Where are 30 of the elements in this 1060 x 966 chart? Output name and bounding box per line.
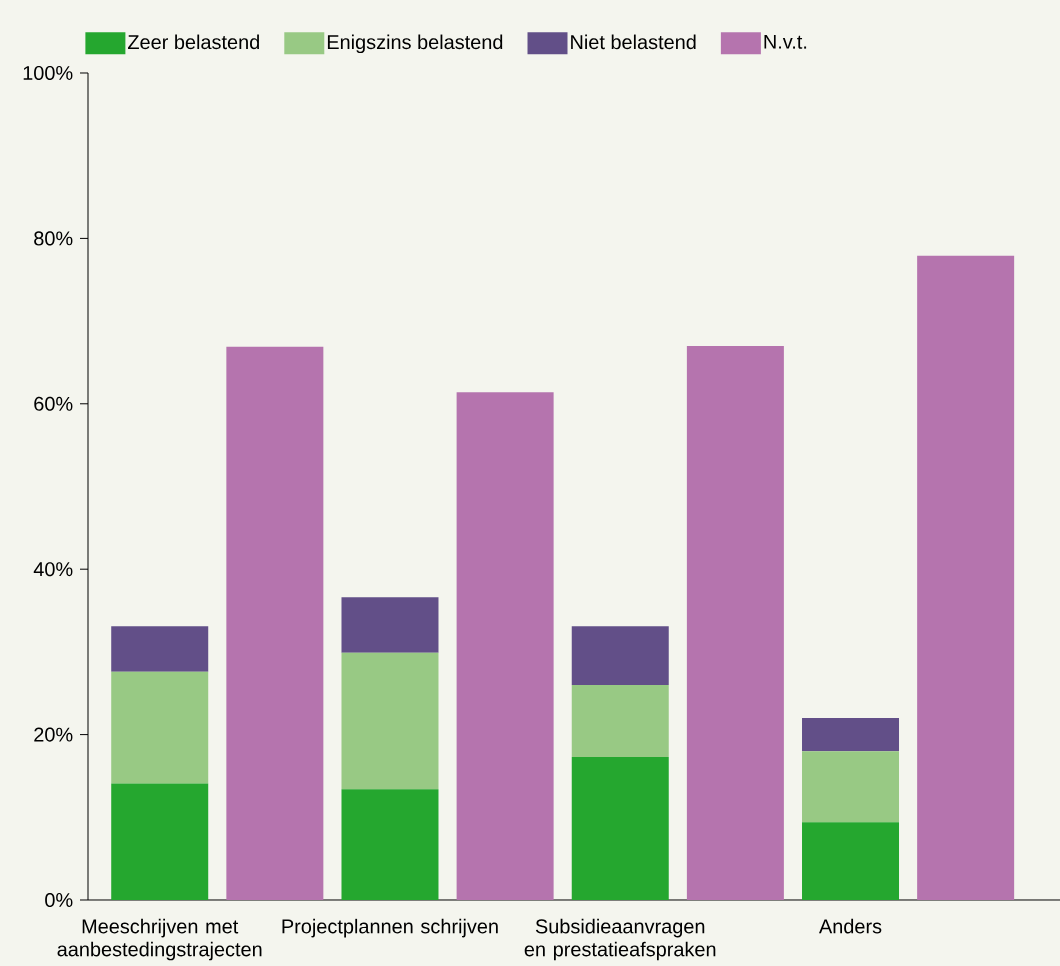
y-tick-label: 40%: [33, 562, 73, 577]
bar: [571, 684, 669, 757]
bar: [111, 783, 209, 900]
y-tick-label: 20%: [34, 727, 73, 742]
bar: [686, 345, 784, 900]
y-tick-label: 80%: [34, 231, 73, 246]
bar: [111, 626, 209, 672]
x-tick-label: Meeschrijven met aanbestedingstrajecten: [57, 918, 262, 961]
bar: [341, 597, 439, 653]
x-tick-label: Anders: [818, 918, 882, 934]
bar: [341, 652, 439, 790]
bar: [802, 822, 900, 900]
legend-label: Niet belastend: [571, 34, 696, 50]
bar: [571, 626, 669, 685]
x-tick-label: Subsidieaanvragen en prestatieafspraken: [524, 918, 716, 961]
bar: [456, 392, 554, 900]
bar: [111, 671, 209, 784]
x-tick-label: Projectplannen schrijven: [282, 918, 498, 938]
bar: [917, 255, 1015, 900]
bar: [571, 756, 669, 900]
bar: [802, 718, 900, 752]
y-tick-label: 0%: [45, 892, 73, 908]
bar: [802, 751, 900, 823]
y-tick-label: 60%: [34, 396, 73, 411]
bar: [341, 789, 439, 900]
bar: [226, 346, 324, 900]
legend-label: Enigszins belastend: [327, 34, 503, 54]
legend-label: N.v.t.: [764, 34, 807, 49]
legend-label: Zeer belastend: [128, 34, 259, 50]
y-tick-label: 100%: [23, 65, 73, 81]
